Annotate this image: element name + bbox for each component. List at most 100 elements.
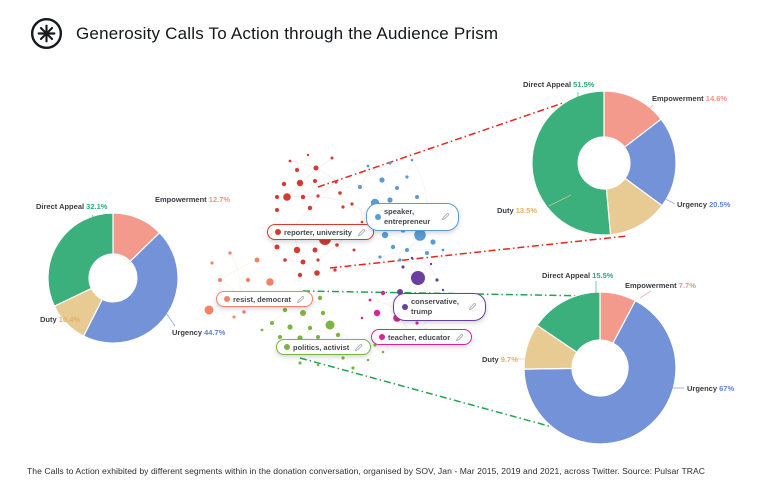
scatter-dot [425,251,429,255]
scatter-dot [395,186,399,190]
scatter-dot [350,202,354,206]
scatter-dot [313,165,319,171]
scatter-dot [352,248,356,252]
scatter-dot [435,278,439,282]
network-edge [284,259,318,274]
cluster-pill-resist-democrat[interactable]: resist, democrat [216,291,313,307]
network-edge [367,351,384,361]
scatter-dot [320,310,326,316]
scatter-dot [274,244,280,250]
donut-slice-direct-appeal [531,90,612,236]
network-edge [317,181,337,197]
red-prism-lines [317,102,628,269]
scatter-dot [441,288,445,292]
leader-bottom-right-empowerment [639,290,652,299]
edit-link-icon[interactable] [296,295,305,304]
header: Generosity Calls To Action through the A… [28,15,498,52]
scatter-dot [275,195,279,199]
scatter-dot [360,316,364,320]
cluster-dot-icon [379,334,385,340]
donut-slice-urgency [623,118,677,207]
network-edge [261,328,339,336]
scatter-dot [335,243,339,247]
scatter-dot [282,307,288,313]
scatter-dot [266,278,274,286]
scatter-dot [314,270,320,276]
leader-left-direct-appeal [91,214,111,241]
donut-left-label-direct-appeal: Direct Appeal 32.1% [36,202,108,211]
network-edge [351,203,363,223]
edit-link-icon[interactable] [357,228,366,237]
donut-slice-direct-appeal [47,212,114,308]
scatter-dot [295,168,299,172]
cluster-pill-speaker-entrepreneur[interactable]: speaker, entrepreneur [366,203,459,231]
scatter-dot [366,164,370,168]
cluster-pill-teacher-educator[interactable]: teacher, educator [371,329,473,345]
scatter-dot [312,247,318,253]
scatter-dot [313,179,317,183]
edit-link-icon[interactable] [354,343,363,352]
cluster-pill-conservative-trump[interactable]: conservative, trump [393,293,486,321]
donut-top-right-label-direct-appeal: Direct Appeal 51.5% [523,80,595,89]
scatter-dot [333,268,337,272]
network-edge [299,157,333,184]
donut-slice-duty [523,324,578,370]
cluster-dot-icon [284,344,290,350]
donut-left-label-empowerment: Empowerment 12.7% [155,195,231,204]
scatter-dot [381,231,389,239]
network-edge [289,160,337,183]
scatter-dot [307,325,313,331]
scatter-dot [245,277,251,283]
scatter-dot [325,320,335,330]
donut-slice-empowerment [112,212,161,263]
edit-link-icon[interactable] [441,212,450,221]
scatter-dot [410,158,414,162]
network-edge [286,196,353,205]
cluster-dot-icon [224,296,230,302]
network-edge [299,327,311,339]
scatter-dot [415,321,419,325]
network-edge [406,234,421,251]
donut-left-label-urgency: Urgency 44.7% [172,328,226,337]
donut-slice-direct-appeal [536,291,601,354]
cluster-pill-reporter-university[interactable]: reporter, university [267,224,374,240]
scatter-dot [307,205,313,211]
scatter-dot [300,259,306,265]
edit-link-icon[interactable] [468,302,477,311]
network-edge [309,195,319,209]
scatter-dot [254,257,260,263]
scatter-dot [358,185,362,189]
scatter-dot [293,246,301,254]
network-edge [396,159,413,189]
scatter-dot [388,161,392,165]
scatter-dot [405,175,409,179]
cluster-dot-icon [275,229,281,235]
red-prism-line-top [317,102,564,188]
red-prism-line-bottom [329,235,628,269]
edit-link-icon[interactable] [455,333,464,342]
scatter-dot [330,156,334,160]
scatter-dot [218,278,222,282]
leader-left-urgency [163,309,176,327]
network-edge [384,234,444,251]
scatter-dot [316,363,320,367]
scatter-dot [283,193,291,201]
cluster-pill-politics-activist[interactable]: politics, activist [276,339,372,355]
cluster-dot-icon [375,213,381,220]
donut-slice-empowerment [599,291,637,345]
asterisk-circle-logo-icon [30,17,63,50]
network-edge [289,160,299,171]
scatter-dot [441,248,445,252]
scatter-dot [430,239,436,245]
scatter-dot [351,366,355,370]
cluster-dot-icon [402,303,408,310]
scatter-dot [335,332,341,338]
scatter-dot [316,194,320,198]
scatter-dot [288,159,292,163]
scatter-dot [387,197,393,203]
leader-top-right-direct-appeal [576,91,579,138]
donut-slice-urgency [523,299,677,445]
network-edge [271,309,286,324]
